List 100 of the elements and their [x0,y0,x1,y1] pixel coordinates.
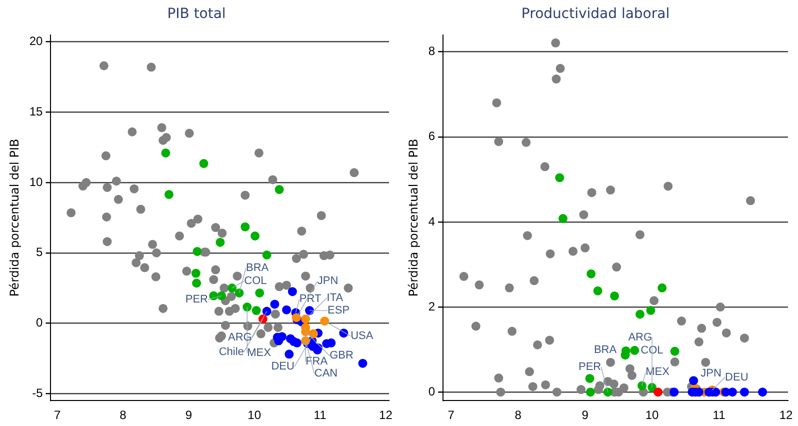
point [603,388,612,397]
point [192,246,202,256]
point [758,388,768,397]
x-tick-label: 11 [314,408,327,422]
point [262,306,272,316]
point [228,284,237,293]
x-tick-label: 9 [185,408,192,422]
annotation: GBR [330,350,354,362]
x-tick-label: 7 [448,408,455,422]
point [358,358,368,368]
point [199,159,208,168]
point [677,316,686,326]
point [545,336,554,345]
point [630,346,640,355]
point [161,148,170,158]
point [740,388,749,397]
point [274,185,284,194]
point [262,250,272,260]
point [471,322,480,331]
point [540,162,550,172]
annotation: ESP [328,304,350,317]
annotation: PER [185,293,208,306]
point [255,288,264,298]
point [670,346,680,356]
point [240,222,250,232]
annotation: JPN [700,368,722,380]
point [712,318,722,327]
x-tick-label: 7 [54,408,61,422]
point [555,173,564,182]
y-tick-label: 20 [29,34,44,48]
x-tick-label: 8 [120,408,127,422]
point [552,74,561,84]
point [689,376,698,386]
point [282,305,292,314]
point [552,388,562,397]
point [308,329,318,338]
point [288,287,297,296]
point [594,385,603,394]
annotation: BRA [246,262,270,274]
point [610,291,620,300]
point [530,276,539,286]
point [474,280,484,290]
point [593,286,602,296]
point [716,302,725,312]
annotation: DEU [271,360,295,373]
y-tick-label: 10 [29,174,44,189]
point [301,314,310,324]
annotation: COL [244,275,267,288]
point [524,367,534,376]
x-tick-label: 9 [582,408,589,422]
point [697,324,706,333]
x-tick-label: 10 [248,408,262,422]
point [606,358,616,367]
point [546,249,555,258]
annotation: MEX [247,347,272,360]
point [670,357,680,366]
point [635,230,644,240]
point [740,334,749,343]
y-tick-label: 0 [36,316,44,330]
annotation: BRA [594,344,618,356]
annotation: Chile [218,346,244,358]
point [587,188,596,198]
point [606,186,616,195]
point [650,296,659,306]
point [234,288,244,298]
annotation: DEU [725,371,748,384]
point [508,326,517,336]
annotation: ARG [228,331,252,344]
point [533,340,542,350]
point [585,374,594,383]
point [694,337,704,346]
point [192,278,202,288]
point [250,231,260,240]
x-tick-label: 8 [514,408,522,422]
point [292,338,302,348]
y-tick-label: 15 [29,104,44,118]
point [658,283,667,292]
point [528,382,538,392]
x-tick-label: 11 [712,408,726,422]
x-tick-label: 12 [379,408,393,422]
annotation: PRT [299,293,322,306]
point [504,283,514,292]
point [270,300,280,309]
point [637,381,646,390]
point [492,98,502,108]
annotation: FRA [306,355,328,368]
point [746,196,755,206]
point [494,374,504,383]
annotation: ITA [326,292,344,304]
y-axis-title: Pérdida porcentual del PIB [406,138,420,297]
point [568,246,578,256]
point [522,138,531,147]
annotation: USA [350,330,374,342]
point [496,388,506,397]
point [216,238,225,247]
point [609,380,618,389]
point [701,358,710,367]
point [164,190,174,199]
point [191,268,200,278]
y-tick-label: 6 [428,129,436,144]
